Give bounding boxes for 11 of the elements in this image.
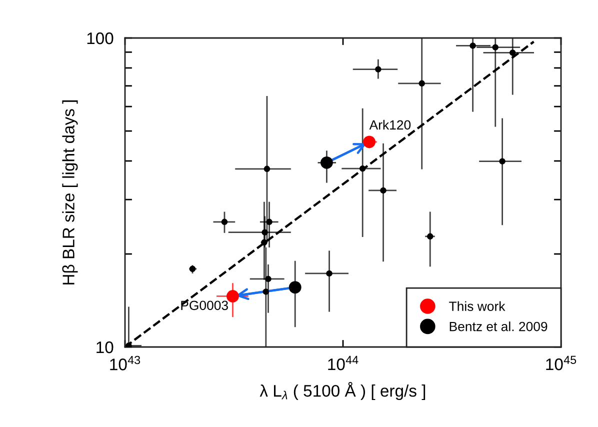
annotation: PG0003 [181,300,228,310]
legend-label: Bentz et al. 2009 [450,322,548,332]
x-tick-label: 10$^{44}$ [328,356,358,370]
x-tick-label: 10$^{45}$ [546,356,576,370]
y-tick-label: 100 [87,32,114,44]
y-axis-title: Hβ BLR size [ light days ] [62,100,78,284]
legend-label: This work [449,301,506,311]
x-axis-title: λ L$_{λ}$ ( 5100 Å ) [ erg/s ] [260,382,426,400]
annotation: Ark120 [369,120,411,130]
y-tick-label: 10 [96,341,114,354]
x-tick-label: 10$^{43}$ [110,356,140,370]
